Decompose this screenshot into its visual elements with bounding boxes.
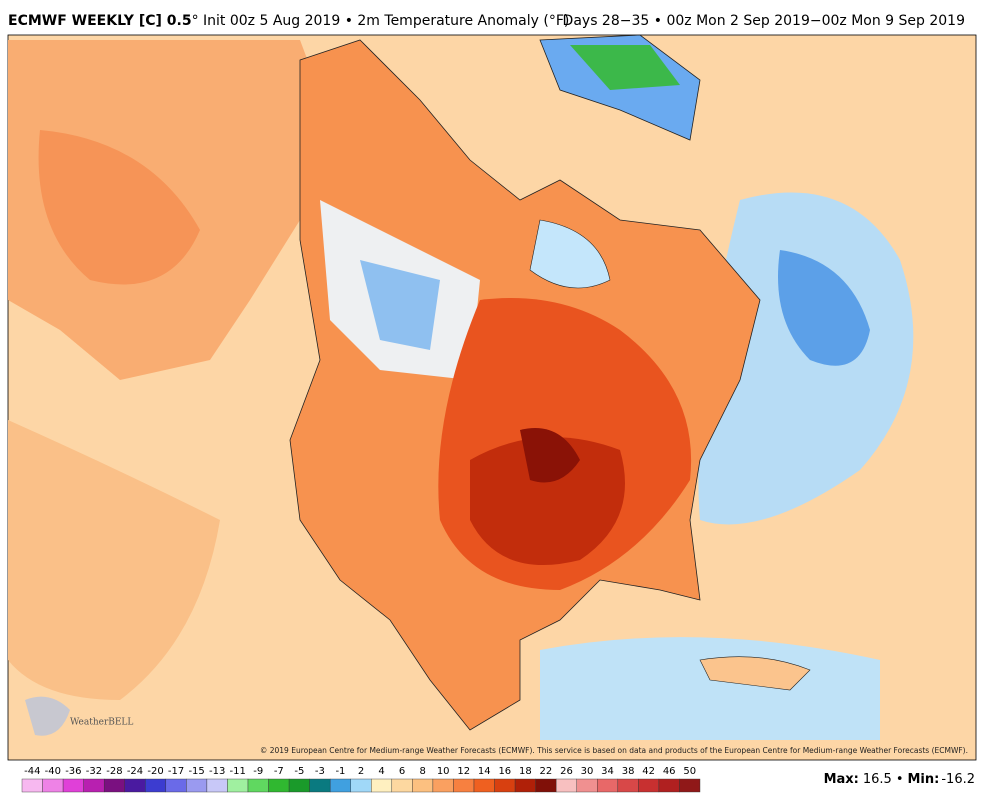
colorbar-label: 34 [601,766,614,777]
central-core [520,428,580,483]
colorbar-swatch [329,778,351,793]
logo: WeatherBELL [70,718,133,728]
logo-mark [25,696,70,736]
colorbar-label: 16 [498,766,511,777]
colorbar-swatch [658,778,680,793]
colorbar-swatch [412,778,434,793]
atlantic-core [778,250,870,366]
colorbar-swatch [679,778,701,793]
title: ECMWF WEEKLY [C] 0.5° Init 00z 5 Aug 201… [8,13,569,29]
colorbar-label: -20 [147,766,163,777]
atlantic-cool [698,192,914,525]
colorbar-swatch [535,778,557,793]
west-canada-cool [360,260,440,350]
pacific-south [8,420,220,700]
colorbar-swatch [432,778,454,793]
colorbar-swatch [62,778,84,793]
colorbar-label: 50 [683,766,696,777]
colorbar-swatch [227,778,249,793]
central-hot [470,437,625,565]
hudson-bay [529,219,611,289]
min-label: Min: [908,772,940,787]
colorbar-swatch [391,778,413,793]
pacific-core [38,130,200,285]
colorbar-label: 14 [478,766,491,777]
colorbar-label: -5 [294,766,304,777]
colorbar-label: 10 [437,766,450,777]
colorbar-swatch [83,778,105,793]
colorbar-swatch [453,778,475,793]
colorbar: -44 -40 -36 -32 -28 -24 -20 -17 -15 -13 -11 -9 -7 -5-… [21,766,701,793]
colorbar-label: -44 [24,766,40,777]
colorbar-swatch [165,778,187,793]
colorbar-label: -9 [253,766,263,777]
colorbar-label: -24 [127,766,143,777]
colorbar-label: 6 [399,766,405,777]
colorbar-swatch [350,778,372,793]
colorbar-label: 12 [457,766,470,777]
colorbar-label: 26 [560,766,573,777]
colorbar-swatch [309,778,331,793]
colorbar-label: 46 [663,766,676,777]
colorbar-swatch [473,778,495,793]
colorbar-swatch [288,778,310,793]
colorbar-label: 42 [642,766,655,777]
colorbar-label: -7 [274,766,284,777]
colorbar-swatch [494,778,516,793]
stats: Max: 16.5 • Min: -16.2 [824,772,975,787]
colorbar-label: -17 [168,766,184,777]
colorbar-swatch [145,778,167,793]
colorbar-label: 18 [519,766,532,777]
max-label: Max: [824,772,859,787]
colorbar-label: 8 [419,766,425,777]
colorbar-label: 22 [540,766,553,777]
colorbar-swatch [42,778,64,793]
colorbar-label: -1 [335,766,345,777]
colorbar-swatch [21,778,43,793]
colorbar-label: -28 [106,766,122,777]
title-bold: ECMWF WEEKLY [C] 0.5 [8,13,192,29]
colorbar-swatch [103,778,125,793]
colorbar-label: -36 [65,766,81,777]
colorbar-label: 30 [581,766,594,777]
max-value: 16.5 [863,772,892,787]
colorbar-swatch [576,778,598,793]
colorbar-label: -32 [86,766,102,777]
colorbar-swatch [124,778,146,793]
colorbar-label: -15 [188,766,204,777]
colorbar-swatch [247,778,269,793]
separator: • [896,772,904,787]
greenland-green [570,45,680,90]
colorbar-label: 2 [358,766,364,777]
colorbar-swatch [371,778,393,793]
colorbar-label: -40 [45,766,61,777]
colorbar-label: -3 [315,766,325,777]
cuba [699,656,811,691]
colorbar-label: -11 [230,766,246,777]
colorbar-swatch [597,778,619,793]
colorbar-swatch [268,778,290,793]
map: WeatherBELL © 2019 European Centre for M… [7,34,977,761]
header-right: Days 28−35 • 00z Mon 2 Sep 2019−00z Mon … [563,13,965,29]
min-value: -16.2 [941,772,975,787]
colorbar-label: 38 [622,766,635,777]
colorbar-swatch [206,778,228,793]
colorbar-label: 4 [378,766,384,777]
copyright: © 2019 European Centre for Medium-range … [260,746,968,755]
colorbar-swatch [617,778,639,793]
colorbar-swatch [514,778,536,793]
caribbean-cool [540,637,880,740]
colorbar-label: -13 [209,766,225,777]
colorbar-swatch [555,778,577,793]
title-rest: ° Init 00z 5 Aug 2019 • 2m Temperature A… [192,13,570,29]
colorbar-swatch [186,778,208,793]
colorbar-swatch [638,778,660,793]
